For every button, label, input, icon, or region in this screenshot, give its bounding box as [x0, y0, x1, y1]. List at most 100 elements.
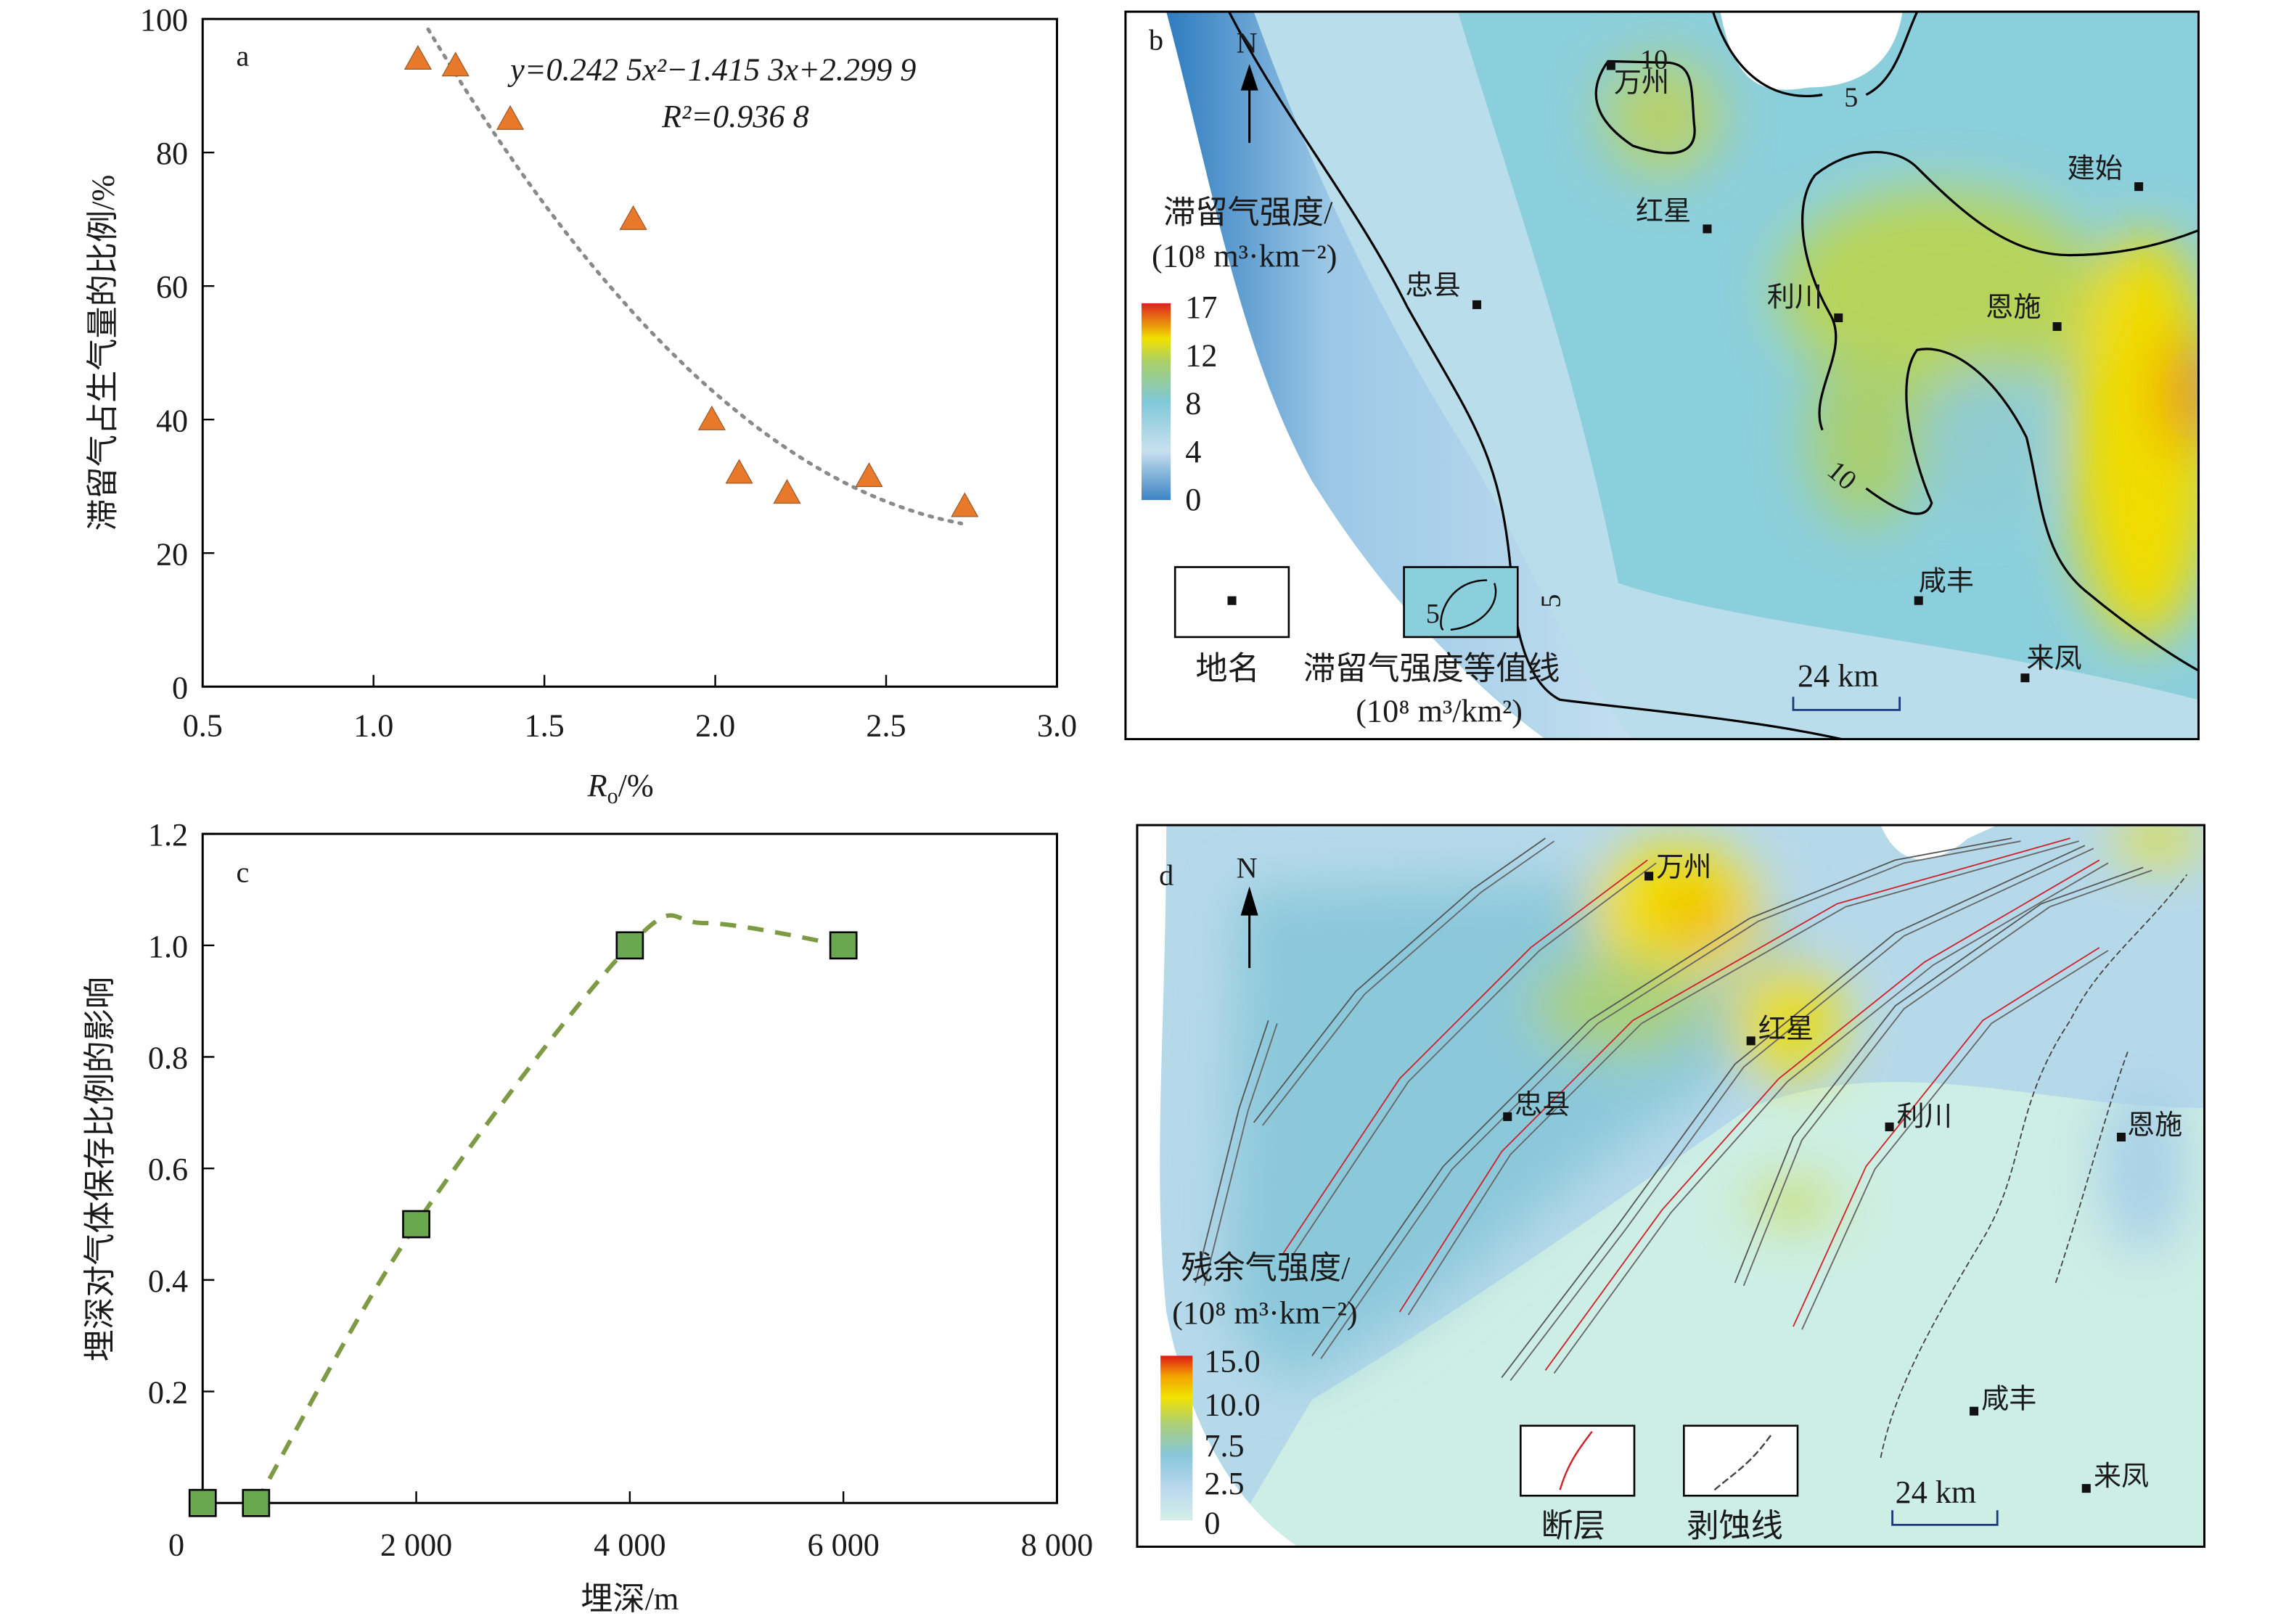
north-label: N — [1237, 851, 1258, 884]
place-marker-icon — [1703, 224, 1712, 234]
svg-text:24 km: 24 km — [1798, 658, 1879, 694]
legend-place-key: 地名 — [1173, 566, 1290, 686]
fault-line — [1253, 837, 1546, 1123]
legend-tick-label: 10.0 — [1204, 1387, 1260, 1423]
y-tick-label: 20 — [156, 536, 188, 572]
scale-bar: 24 km — [1792, 658, 1901, 711]
erosion-line — [1880, 874, 2188, 1459]
x-tick-label: 1.5 — [525, 708, 565, 744]
y-tick-label: 1.2 — [148, 817, 188, 853]
legend-tick-label: 2.5 — [1204, 1466, 1244, 1501]
y-tick-label: 0.8 — [148, 1041, 188, 1076]
map-frame — [1136, 824, 2206, 1549]
x-tick-label: 0 — [168, 1527, 184, 1563]
fit-equation: y=0.242 5x²−1.415 3x+2.299 9 — [507, 52, 916, 88]
legend-unit: (10⁸ m³·km⁻²) — [1152, 239, 1337, 274]
place-marker-icon — [1503, 1112, 1512, 1121]
plot-frame — [201, 17, 1058, 688]
place-marker-icon — [1834, 313, 1843, 322]
fault-line — [1291, 862, 1657, 1258]
place-label: 万州 — [1656, 852, 1711, 882]
legend-unit: (10⁸ m³·km⁻²) — [1172, 1295, 1357, 1331]
y-axis-label: 埋深对气体保存比例的影响 — [83, 977, 118, 1361]
y-tick-label: 0.4 — [148, 1263, 188, 1299]
legend-tick-label: 8 — [1185, 386, 1201, 422]
y-tick-label: 80 — [156, 136, 188, 171]
erosion-line — [2054, 1049, 2129, 1284]
panel-label: a — [236, 39, 249, 72]
panel-a-scatter: 0.5 1.0 1.5 2.0 2.5 3.0 0 20 40 60 80 100 a y=0.242… — [86, 2, 1077, 808]
contour-lines — [1228, 12, 2199, 739]
north-arrow-icon — [1240, 64, 1258, 143]
fault-line — [1203, 1023, 1278, 1287]
data-point-triangle — [403, 45, 433, 70]
place-marker-icon — [1914, 596, 1923, 605]
y-axis-label: 滞留气占生气量的比例/% — [86, 175, 121, 531]
fault-line — [1801, 950, 2109, 1330]
legend-contour-key: 5 滞留气强度等值线 (10⁸ m³/km²) — [1303, 566, 1560, 729]
svg-text:(10⁸ m³/km²): (10⁸ m³/km²) — [1356, 693, 1523, 729]
contour-label: 10 — [1640, 44, 1668, 75]
map-frame — [1124, 10, 2200, 741]
contour-label: 5 — [1844, 83, 1858, 113]
svg-text:滞留气强度等值线: 滞留气强度等值线 — [1303, 651, 1560, 686]
place-label: 来凤 — [2094, 1461, 2149, 1492]
fault-line — [1509, 848, 2094, 1382]
y-tick-label: 100 — [140, 2, 188, 38]
trend-curve — [254, 913, 844, 1504]
place-marker-icon — [2052, 322, 2062, 332]
legend-tick-label: 17 — [1185, 290, 1217, 325]
y-tick-label: 0.2 — [148, 1375, 188, 1411]
place-label: 利川 — [1897, 1102, 1952, 1132]
color-scale-bar — [1160, 1356, 1193, 1521]
y-tick-label: 1.0 — [148, 929, 188, 964]
legend-title: 滞留气强度/ — [1163, 194, 1333, 230]
place-label: 咸丰 — [1919, 567, 1974, 597]
place-label: 红星 — [1758, 1014, 1814, 1044]
legend-title: 残余气强度/ — [1181, 1250, 1351, 1286]
place-marker-icon — [1644, 872, 1654, 881]
data-point-square — [615, 931, 644, 960]
place-marker-icon — [1885, 1122, 1894, 1131]
panel-label: b — [1149, 23, 1163, 56]
place-label: 来凤 — [2026, 644, 2081, 674]
data-point-triangle — [496, 104, 525, 130]
fault-line — [1734, 866, 2144, 1284]
place-label: 利川 — [1767, 282, 1822, 313]
y-tick-label: 60 — [156, 269, 188, 305]
place-label: 恩施 — [2127, 1110, 2182, 1141]
x-tick-label: 4 000 — [594, 1527, 665, 1563]
svg-text:断层: 断层 — [1541, 1508, 1605, 1543]
place-marker-icon — [1970, 1406, 1979, 1416]
place-marker-icon — [2134, 182, 2144, 192]
place-label: 红星 — [1636, 196, 1691, 226]
fault-line — [1553, 862, 2109, 1374]
data-point-square — [188, 1488, 217, 1517]
north-arrow-icon — [1240, 886, 1258, 968]
svg-text:地名: 地名 — [1195, 651, 1259, 686]
fault-line — [1262, 840, 1555, 1126]
svg-text:24 km: 24 km — [1896, 1475, 1977, 1510]
place-label: 忠县 — [1406, 271, 1461, 301]
legend-fault-key: 断层 — [1520, 1424, 1636, 1543]
place-marker-icon — [2081, 1484, 2091, 1493]
y-tick-label: 0.6 — [148, 1152, 188, 1187]
x-tick-label: 2.0 — [695, 708, 735, 744]
svg-text:剥蚀线: 剥蚀线 — [1687, 1508, 1783, 1543]
fault-line — [1793, 947, 2100, 1327]
place-label: 建始 — [2068, 154, 2123, 184]
x-axis-label: 埋深/m — [581, 1581, 679, 1617]
place-marker-icon — [2116, 1132, 2126, 1142]
data-point-triangle — [725, 459, 753, 484]
data-point-triangle — [773, 479, 801, 504]
data-point-triangle — [441, 52, 470, 77]
x-tick-label: 2 000 — [380, 1527, 452, 1563]
panel-label: c — [236, 856, 249, 888]
fault-line — [1407, 840, 2079, 1316]
color-scale-bar — [1141, 303, 1171, 501]
y-tick-label: 0 — [172, 670, 188, 705]
